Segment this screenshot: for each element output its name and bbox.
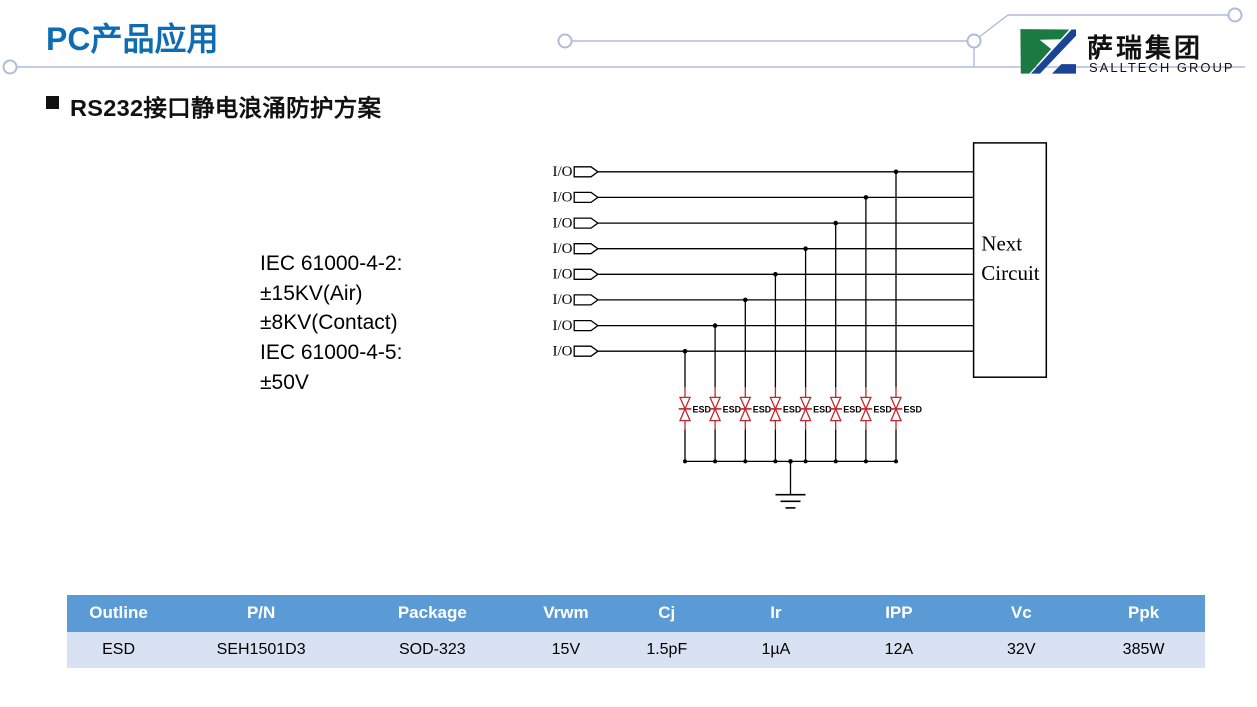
svg-text:Next: Next	[981, 232, 1022, 256]
svg-text:I/O: I/O	[553, 164, 573, 180]
svg-text:Circuit: Circuit	[981, 261, 1039, 285]
svg-text:I/O: I/O	[553, 343, 573, 359]
svg-text:I/O: I/O	[553, 267, 573, 283]
svg-text:ESD: ESD	[813, 405, 832, 415]
svg-text:ESD: ESD	[904, 405, 923, 415]
svg-text:I/O: I/O	[553, 318, 573, 334]
svg-text:ESD: ESD	[873, 405, 892, 415]
svg-text:ESD: ESD	[753, 405, 772, 415]
svg-text:ESD: ESD	[723, 405, 742, 415]
svg-text:ESD: ESD	[843, 405, 862, 415]
svg-text:I/O: I/O	[553, 190, 573, 206]
svg-text:I/O: I/O	[553, 215, 573, 231]
svg-text:ESD: ESD	[693, 405, 712, 415]
svg-text:I/O: I/O	[553, 292, 573, 308]
svg-text:ESD: ESD	[783, 405, 802, 415]
svg-text:I/O: I/O	[553, 241, 573, 257]
